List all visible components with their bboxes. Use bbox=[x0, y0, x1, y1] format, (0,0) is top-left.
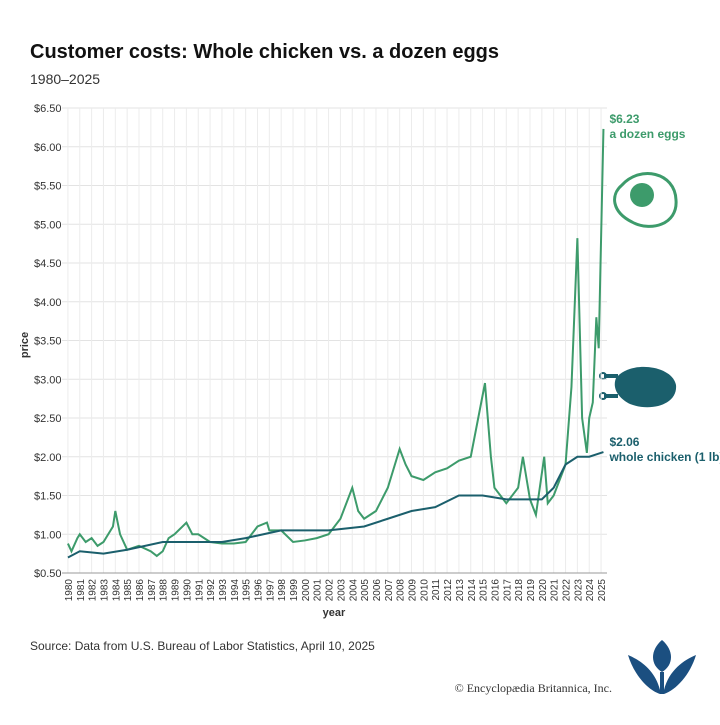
x-tick-label: 1985 bbox=[123, 579, 134, 602]
x-tick-label: 1980 bbox=[64, 579, 75, 602]
egg-icon bbox=[613, 172, 678, 228]
x-tick-label: 2016 bbox=[490, 579, 501, 602]
value-label: $6.23 bbox=[609, 112, 639, 126]
x-tick-label: 2007 bbox=[384, 579, 395, 602]
x-tick-label: 1995 bbox=[242, 579, 253, 602]
x-tick-label: 1988 bbox=[159, 579, 170, 602]
x-tick-label: 2022 bbox=[562, 579, 573, 602]
y-axis-label: price bbox=[19, 332, 31, 358]
x-tick-label: 1983 bbox=[99, 579, 110, 602]
y-tick-label: $6.50 bbox=[34, 103, 62, 115]
y-tick-label: $2.00 bbox=[34, 452, 62, 464]
x-tick-label: 2009 bbox=[408, 579, 419, 602]
y-tick-label: $5.00 bbox=[34, 219, 62, 231]
y-tick-label: $0.50 bbox=[34, 568, 62, 580]
x-tick-label: 2012 bbox=[443, 579, 454, 602]
chart-title: Customer costs: Whole chicken vs. a doze… bbox=[30, 41, 499, 63]
chart-subtitle: 1980–2025 bbox=[30, 71, 100, 87]
x-tick-label: 2019 bbox=[526, 579, 537, 602]
x-tick-label: 2025 bbox=[597, 579, 608, 602]
x-tick-label: 1993 bbox=[218, 579, 229, 602]
x-tick-label: 2000 bbox=[301, 579, 312, 602]
x-tick-label: 1990 bbox=[182, 579, 193, 602]
chicken-icon bbox=[599, 366, 677, 408]
x-tick-label: 1996 bbox=[253, 579, 264, 602]
x-tick-label: 2014 bbox=[467, 579, 478, 602]
x-tick-label: 1998 bbox=[277, 579, 288, 602]
x-tick-label: 1982 bbox=[88, 579, 99, 602]
y-tick-label: $1.00 bbox=[34, 529, 62, 541]
x-tick-label: 2023 bbox=[573, 579, 584, 602]
x-tick-label: 1989 bbox=[171, 579, 182, 602]
x-tick-label: 1999 bbox=[289, 579, 300, 602]
value-label: $2.06 bbox=[609, 435, 639, 449]
x-tick-label: 1984 bbox=[111, 579, 122, 602]
line bbox=[67, 451, 604, 559]
x-tick-label: 2010 bbox=[419, 579, 430, 602]
x-tick-label: 1986 bbox=[135, 579, 146, 602]
y-tick-label: $2.50 bbox=[34, 413, 62, 425]
y-tick-label: $3.50 bbox=[34, 336, 62, 348]
x-tick-label: 2018 bbox=[514, 579, 525, 602]
y-tick-label: $3.00 bbox=[34, 374, 62, 386]
y-tick-label: $4.50 bbox=[34, 258, 62, 270]
x-tick-label: 1981 bbox=[76, 579, 87, 602]
x-tick-label: 2011 bbox=[431, 579, 442, 601]
series-label: a dozen eggs bbox=[609, 127, 685, 141]
x-tick-label: 2021 bbox=[550, 579, 561, 602]
logo bbox=[628, 640, 696, 694]
line bbox=[67, 128, 605, 558]
y-tick-label: $5.50 bbox=[34, 181, 62, 193]
x-tick-label: 2020 bbox=[538, 579, 549, 602]
x-tick-label: 1992 bbox=[206, 579, 217, 602]
x-tick-label: 2005 bbox=[360, 579, 371, 602]
y-tick-label: $4.00 bbox=[34, 297, 62, 309]
x-tick-label: 2024 bbox=[585, 579, 596, 602]
x-tick-label: 2015 bbox=[479, 579, 490, 602]
y-tick-label: $1.50 bbox=[34, 491, 62, 503]
credit: © Encyclopædia Britannica, Inc. bbox=[455, 681, 612, 695]
x-tick-label: 1994 bbox=[230, 579, 241, 602]
x-tick-label: 2002 bbox=[325, 579, 336, 602]
source: Source: Data from U.S. Bureau of Labor S… bbox=[30, 639, 375, 653]
y-tick-label: $6.00 bbox=[34, 142, 62, 154]
x-tick-label: 1997 bbox=[265, 579, 276, 602]
series-label: whole chicken (1 lb) bbox=[608, 450, 720, 464]
x-tick-label: 1991 bbox=[194, 579, 205, 602]
x-tick-label: 2006 bbox=[372, 579, 383, 602]
x-tick-label: 2003 bbox=[336, 579, 347, 602]
x-tick-label: 2001 bbox=[313, 579, 324, 602]
x-tick-label: 2017 bbox=[502, 579, 513, 602]
x-tick-label: 2004 bbox=[348, 579, 359, 602]
x-axis-label: year bbox=[323, 607, 346, 619]
x-tick-label: 2013 bbox=[455, 579, 466, 602]
x-tick-label: 2008 bbox=[396, 579, 407, 602]
x-tick-label: 1987 bbox=[147, 579, 158, 602]
